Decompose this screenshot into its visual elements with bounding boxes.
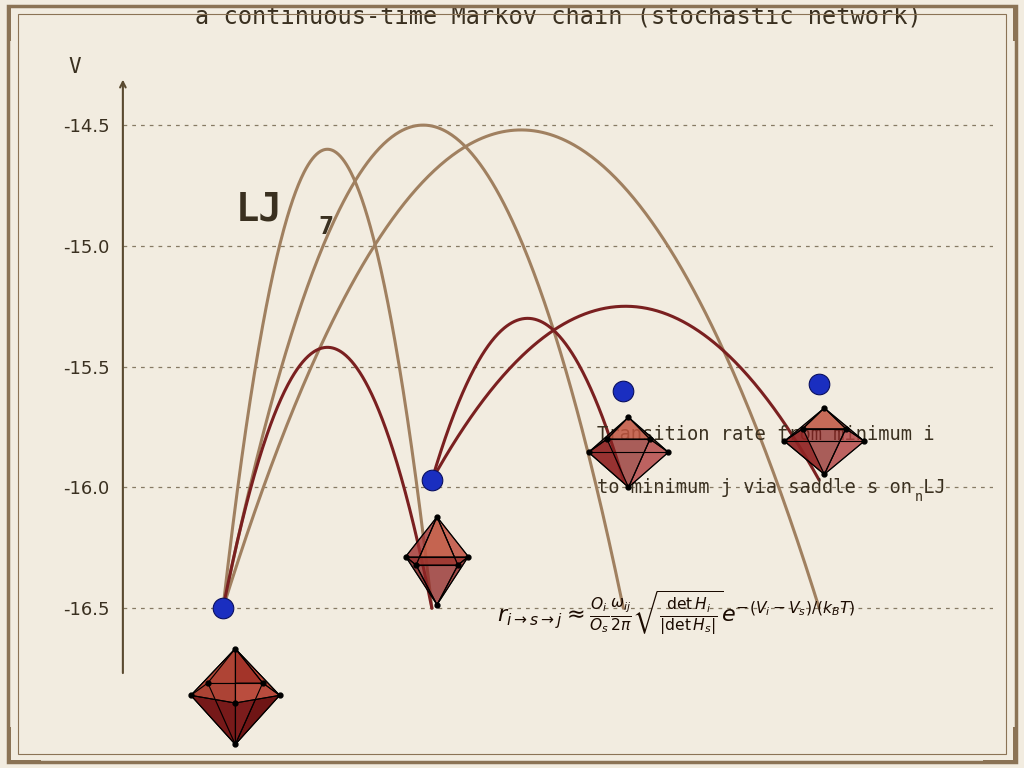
Point (424, 474, 440, 486)
Text: n: n (915, 490, 923, 504)
Text: Map energy landscape onto
a continuous-time Markov chain (stochastic network): Map energy landscape onto a continuous-t… (195, 0, 922, 29)
Point (615, 385, 632, 397)
Text: to minimum j via saddle s on LJ: to minimum j via saddle s on LJ (597, 478, 946, 497)
Text: V: V (69, 57, 81, 77)
Point (811, 377, 827, 389)
Point (215, 602, 231, 614)
Text: $r_{i\rightarrow s\rightarrow j} \approx \frac{O_i}{O_s}\frac{\omega_{ij}}{2\pi}: $r_{i\rightarrow s\rightarrow j} \approx… (498, 589, 856, 637)
Text: Transition rate from minimum i: Transition rate from minimum i (597, 425, 935, 444)
Text: LJ: LJ (236, 190, 283, 229)
Text: 7: 7 (318, 214, 334, 239)
